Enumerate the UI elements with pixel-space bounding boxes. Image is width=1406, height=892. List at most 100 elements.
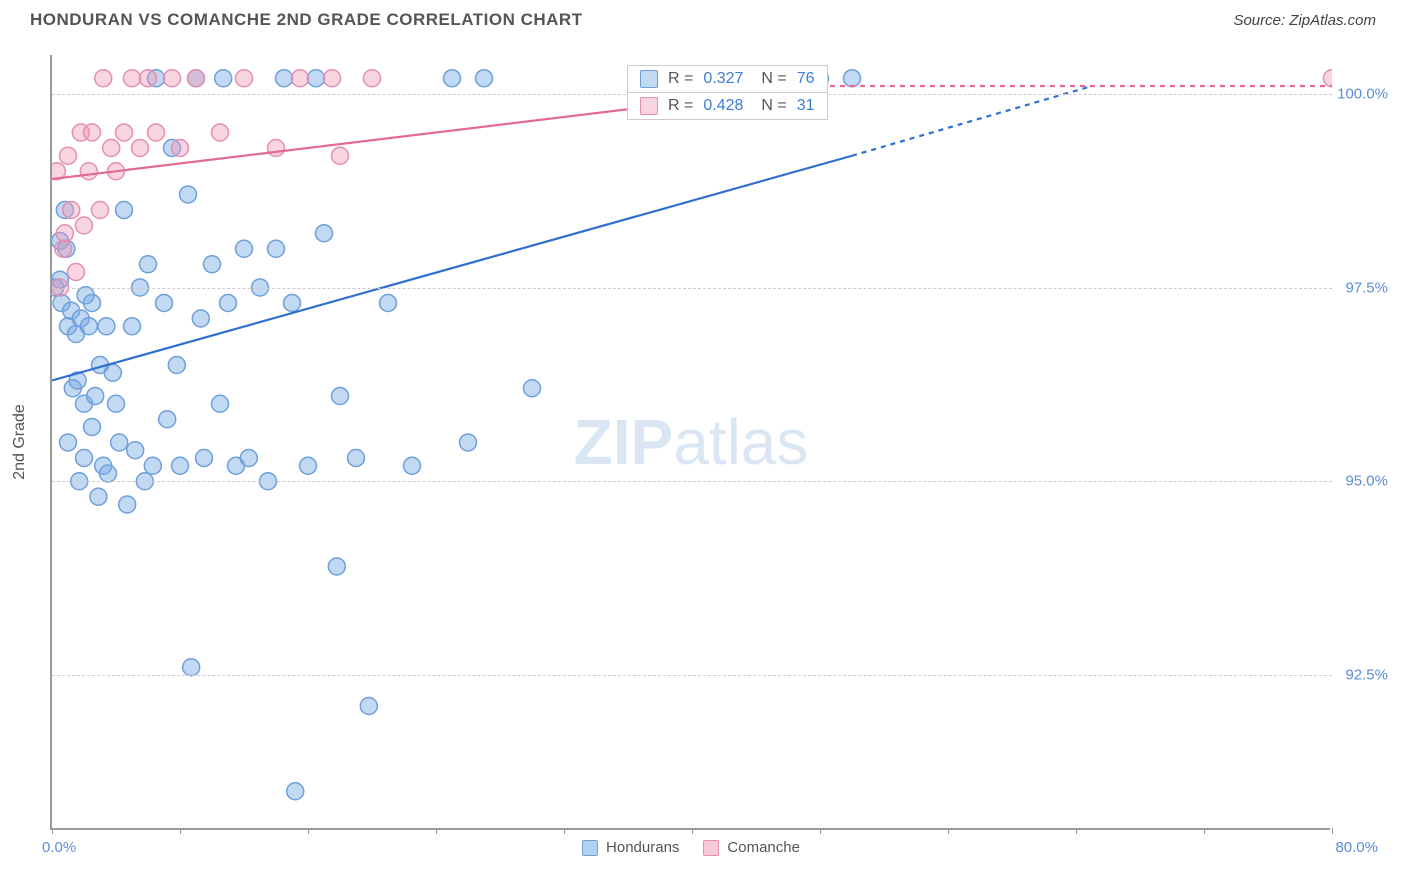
x-tick <box>1204 828 1205 834</box>
data-point <box>140 70 157 87</box>
data-point <box>240 450 257 467</box>
data-point <box>103 140 120 157</box>
data-point <box>268 140 285 157</box>
data-point <box>68 264 85 281</box>
legend-item: Hondurans <box>582 839 679 856</box>
data-point <box>92 202 109 219</box>
data-point <box>332 388 349 405</box>
chart-title: HONDURAN VS COMANCHE 2ND GRADE CORRELATI… <box>30 10 583 30</box>
data-point <box>212 124 229 141</box>
data-point <box>111 434 128 451</box>
data-point <box>196 450 213 467</box>
data-point <box>168 357 185 374</box>
stat-n-label: N = <box>761 97 786 115</box>
legend-item: Comanche <box>703 839 800 856</box>
stat-r-label: R = <box>668 97 693 115</box>
y-axis-label: 2nd Grade <box>11 404 29 480</box>
data-point <box>108 395 125 412</box>
data-point <box>63 202 80 219</box>
stat-swatch <box>640 97 658 115</box>
x-tick <box>564 828 565 834</box>
x-tick <box>308 828 309 834</box>
x-tick <box>52 828 53 834</box>
data-point <box>156 295 173 312</box>
stat-row: R = 0.428 N = 31 <box>628 92 827 119</box>
data-point <box>444 70 461 87</box>
data-point <box>55 240 72 257</box>
data-point <box>84 124 101 141</box>
data-point <box>172 140 189 157</box>
data-point <box>90 488 107 505</box>
trend-line-extrapolated <box>852 86 1092 156</box>
stat-r-label: R = <box>668 70 693 88</box>
data-point <box>124 318 141 335</box>
data-point <box>360 698 377 715</box>
chart-container: 2nd Grade ZIPatlas 100.0%97.5%95.0%92.5%… <box>50 55 1370 830</box>
data-point <box>159 411 176 428</box>
stat-box: R = 0.327 N = 76R = 0.428 N = 31 <box>627 65 828 120</box>
data-point <box>140 256 157 273</box>
legend-label: Comanche <box>727 839 800 856</box>
x-tick <box>820 828 821 834</box>
data-point <box>276 70 293 87</box>
source-label: Source: ZipAtlas.com <box>1233 12 1376 29</box>
y-tick-label: 97.5% <box>1345 279 1388 296</box>
data-point <box>308 70 325 87</box>
data-point <box>404 457 421 474</box>
legend-swatch <box>703 840 719 856</box>
x-tick <box>948 828 949 834</box>
stat-n-label: N = <box>761 70 786 88</box>
data-point <box>236 240 253 257</box>
data-point <box>80 163 97 180</box>
trend-line <box>52 156 852 381</box>
data-point <box>95 70 112 87</box>
stat-r-value: 0.327 <box>703 70 743 88</box>
data-point <box>148 124 165 141</box>
data-point <box>84 419 101 436</box>
data-point <box>76 450 93 467</box>
data-point <box>287 783 304 800</box>
data-point <box>164 70 181 87</box>
gridline <box>52 675 1332 676</box>
data-point <box>236 70 253 87</box>
data-point <box>332 147 349 164</box>
data-point <box>80 318 97 335</box>
plot-svg <box>52 55 1332 830</box>
data-point <box>1324 70 1333 87</box>
data-point <box>100 465 117 482</box>
data-point <box>56 225 73 242</box>
stat-n-value: 31 <box>797 97 815 115</box>
data-point <box>188 70 205 87</box>
data-point <box>476 70 493 87</box>
gridline <box>52 481 1332 482</box>
x-tick <box>1076 828 1077 834</box>
data-point <box>124 70 141 87</box>
data-point <box>364 70 381 87</box>
data-point <box>284 295 301 312</box>
data-point <box>127 442 144 459</box>
y-tick-label: 100.0% <box>1337 85 1388 102</box>
data-point <box>119 496 136 513</box>
legend: Hondurans Comanche <box>582 839 800 856</box>
data-point <box>215 70 232 87</box>
data-point <box>98 318 115 335</box>
data-point <box>844 70 861 87</box>
x-tick <box>436 828 437 834</box>
data-point <box>192 310 209 327</box>
data-point <box>212 395 229 412</box>
data-point <box>104 364 121 381</box>
data-point <box>268 240 285 257</box>
data-point <box>460 434 477 451</box>
data-point <box>84 295 101 312</box>
data-point <box>60 434 77 451</box>
data-point <box>524 380 541 397</box>
stat-r-value: 0.428 <box>703 97 743 115</box>
stat-n-value: 76 <box>797 70 815 88</box>
stat-row: R = 0.327 N = 76 <box>628 66 827 92</box>
data-point <box>300 457 317 474</box>
data-point <box>172 457 189 474</box>
data-point <box>132 140 149 157</box>
data-point <box>116 124 133 141</box>
data-point <box>204 256 221 273</box>
data-point <box>324 70 341 87</box>
